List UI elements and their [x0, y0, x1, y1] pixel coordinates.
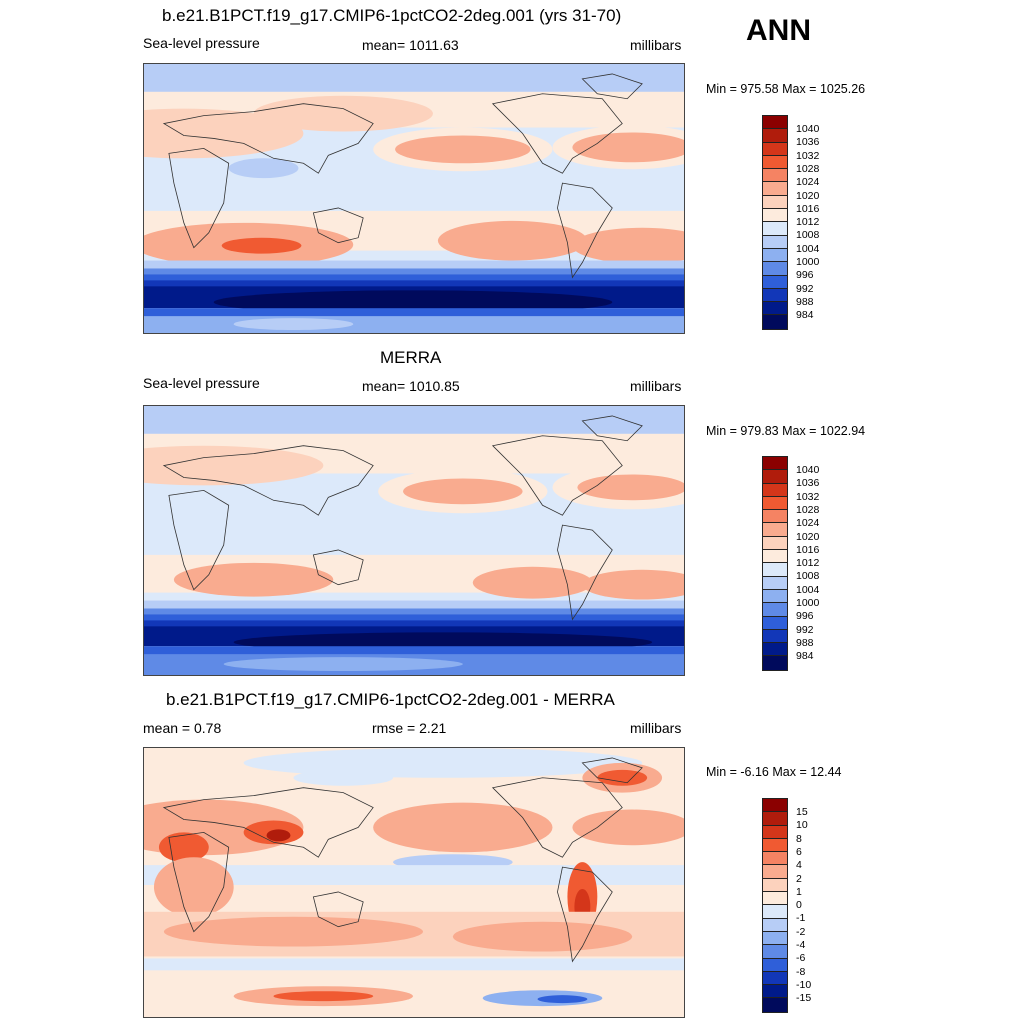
panel-units-model: millibars: [630, 37, 682, 53]
colorbar-label: 996: [796, 610, 814, 623]
panel-title-model: b.e21.B1PCT.f19_g17.CMIP6-1pctCO2-2deg.0…: [162, 6, 622, 25]
map-model-svg: [144, 64, 684, 333]
colorbar-label: 1: [796, 885, 802, 898]
colorbar-label: 1016: [796, 202, 820, 215]
colorbar-label: -1: [796, 912, 806, 925]
panel-variable-model: Sea-level pressure: [143, 35, 260, 51]
colorbar-label: 1000: [796, 597, 820, 609]
panel-minmax-diff: Min = -6.16 Max = 12.44: [706, 765, 842, 779]
colorbar-label: 996: [796, 269, 814, 282]
colorbar-label: 992: [796, 623, 814, 636]
colorbar-label: 0: [796, 899, 802, 912]
colorbar-label: 4: [796, 859, 802, 872]
colorbar-label: 1008: [796, 229, 820, 242]
colorbar-label: 1016: [796, 543, 820, 556]
panel-mean-obs: mean= 1010.85: [362, 378, 460, 394]
colorbar-label: 15: [796, 806, 808, 818]
colorbar-label: -15: [796, 992, 812, 1005]
colorbar-label: 992: [796, 282, 814, 295]
colorbar-label: -8: [796, 965, 806, 978]
colorbar-label: 1040: [796, 464, 820, 476]
colorbar-label: 1036: [796, 136, 820, 149]
colorbar-label: 1024: [796, 176, 820, 189]
panel-units-diff: millibars: [630, 720, 682, 736]
map-obs-svg: [144, 406, 684, 675]
colorbar-diff: [762, 798, 788, 1013]
map-obs: [143, 405, 685, 676]
colorbar-label: 1008: [796, 570, 820, 583]
colorbar-label: 1036: [796, 477, 820, 490]
colorbar-obs: [762, 456, 788, 671]
colorbar-label: 988: [796, 295, 814, 308]
colorbar-label: 1032: [796, 149, 820, 162]
colorbar-label: 1020: [796, 189, 820, 202]
colorbar-label: 2: [796, 872, 802, 885]
panel-variable-obs: Sea-level pressure: [143, 375, 260, 391]
colorbar-label: 988: [796, 636, 814, 649]
colorbar-label: 1004: [796, 242, 820, 255]
map-model: [143, 63, 685, 334]
panel-mean-model: mean= 1011.63: [362, 37, 459, 53]
panel-title-diff: b.e21.B1PCT.f19_g17.CMIP6-1pctCO2-2deg.0…: [166, 690, 615, 709]
colorbar-label: 1004: [796, 583, 820, 596]
panel-minmax-obs: Min = 979.83 Max = 1022.94: [706, 424, 866, 438]
map-diff-svg: [144, 748, 684, 1017]
colorbar-label: -10: [796, 978, 812, 991]
colorbar-label: -2: [796, 925, 806, 938]
panel-units-obs: millibars: [630, 378, 682, 394]
colorbar-label: 1028: [796, 162, 820, 175]
colorbar-label: -6: [796, 952, 806, 965]
colorbar-label: 1020: [796, 530, 820, 543]
colorbar-label: 1012: [796, 557, 820, 570]
season-label: ANN: [746, 14, 811, 47]
panel-minmax-model: Min = 975.58 Max = 1025.26: [706, 82, 866, 96]
colorbar-label: 1000: [796, 256, 820, 268]
panel-rmse-diff: rmse = 2.21: [372, 720, 447, 736]
colorbar-label: 984: [796, 650, 814, 663]
colorbar-label: 1024: [796, 517, 820, 530]
colorbar-label: 1012: [796, 216, 820, 229]
colorbar-label: 1040: [796, 123, 820, 135]
colorbar-label: 1028: [796, 503, 820, 516]
colorbar-label: 8: [796, 832, 802, 845]
colorbar-model: [762, 115, 788, 330]
colorbar-label: 1032: [796, 490, 820, 503]
colorbar-label: 10: [796, 819, 808, 832]
panel-mean-diff: mean = 0.78: [143, 720, 222, 736]
colorbar-label: 6: [796, 845, 802, 858]
colorbar-label: 984: [796, 309, 814, 322]
panel-title-obs: MERRA: [380, 348, 442, 367]
colorbar-label: -4: [796, 939, 806, 951]
map-diff: [143, 747, 685, 1018]
